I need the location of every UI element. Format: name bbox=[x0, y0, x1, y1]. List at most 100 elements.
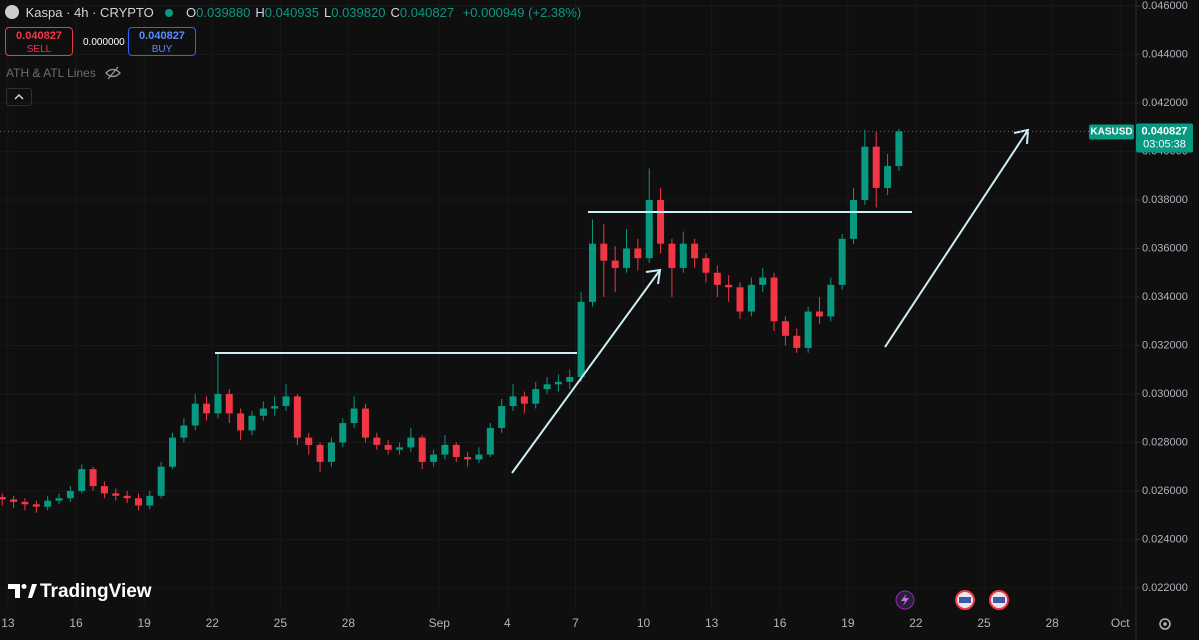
candle-body bbox=[169, 437, 177, 467]
x-tick-label: 19 bbox=[137, 616, 151, 630]
candle-body bbox=[112, 493, 120, 496]
x-tick-label: Oct bbox=[1111, 616, 1130, 630]
chevron[interactable] bbox=[14, 93, 24, 100]
ohlc-value: 0.040935 bbox=[264, 5, 319, 20]
event-icon bbox=[993, 597, 1005, 603]
tradingview-logo: TradingView bbox=[8, 581, 152, 602]
grid bbox=[0, 0, 1135, 610]
candle-body bbox=[532, 389, 540, 404]
candle-body bbox=[634, 248, 642, 259]
buy-label[interactable]: BUY bbox=[151, 44, 173, 55]
y-tick-label: 0.022000 bbox=[1142, 582, 1188, 594]
hide-icon[interactable] bbox=[105, 66, 122, 80]
candle-body bbox=[55, 498, 63, 501]
candle-body bbox=[679, 243, 687, 268]
candle-body bbox=[78, 469, 86, 491]
candle-body bbox=[441, 444, 449, 455]
price-tag-price: 0.040827 bbox=[1142, 125, 1188, 137]
candle-body bbox=[577, 301, 585, 378]
candle-body bbox=[237, 413, 245, 431]
x-tick-label: 13 bbox=[705, 616, 719, 630]
candle-body bbox=[827, 284, 835, 317]
x-tick-label: 28 bbox=[342, 616, 356, 630]
candle-body bbox=[100, 486, 108, 494]
ohlc-value: 0.040827 bbox=[399, 5, 455, 20]
ohlc: O0.039880 H0.040935 L0.039820 C0.040827 bbox=[181, 5, 454, 20]
hide-icon[interactable] bbox=[105, 66, 122, 80]
candle-body bbox=[861, 146, 869, 201]
candle-body bbox=[384, 444, 392, 450]
candle-body bbox=[430, 454, 438, 462]
x-tick-label: 7 bbox=[572, 616, 579, 630]
settings-icon[interactable] bbox=[1159, 618, 1171, 630]
candle-body bbox=[407, 437, 415, 448]
y-tick-label: 0.034000 bbox=[1142, 291, 1188, 303]
candle-body bbox=[225, 393, 233, 414]
candle-body bbox=[21, 501, 29, 505]
settings-icon[interactable] bbox=[1163, 622, 1167, 626]
y-tick-label: 0.032000 bbox=[1142, 339, 1188, 351]
buy-button[interactable]: 0.040827 BUY bbox=[128, 27, 196, 56]
drawings bbox=[215, 128, 1030, 474]
buy-price[interactable]: 0.040827 bbox=[139, 30, 185, 42]
y-tick-label: 0.044000 bbox=[1142, 48, 1188, 60]
candle-body bbox=[134, 498, 142, 506]
candle-body bbox=[691, 243, 699, 259]
y-tick-label: 0.046000 bbox=[1142, 0, 1188, 12]
logo-mark bbox=[28, 584, 37, 598]
ohlc-key: C bbox=[390, 5, 400, 20]
y-tick-label: 0.030000 bbox=[1142, 388, 1188, 400]
candle-body bbox=[418, 437, 426, 462]
logo-mark bbox=[8, 584, 20, 598]
ohlc-key: H bbox=[255, 5, 265, 20]
candle-body bbox=[373, 437, 381, 445]
candle-body bbox=[339, 423, 347, 443]
candle-body bbox=[350, 408, 358, 424]
candle-body bbox=[623, 248, 631, 268]
collapse-button[interactable] bbox=[6, 88, 32, 106]
candle-body bbox=[657, 200, 665, 244]
arrow bbox=[884, 128, 1030, 348]
indicator-name[interactable]: ATH & ATL Lines bbox=[6, 66, 96, 80]
candle-body bbox=[327, 442, 335, 462]
symbol-tag bbox=[1089, 124, 1134, 140]
candle-body bbox=[520, 396, 528, 404]
candle-body bbox=[793, 335, 801, 348]
candle-body bbox=[566, 377, 574, 382]
status-dot bbox=[165, 9, 174, 17]
price-tag-countdown: 03:05:38 bbox=[1143, 138, 1186, 150]
settings-icon[interactable] bbox=[1159, 618, 1171, 630]
candle-body bbox=[44, 500, 52, 507]
candle-body bbox=[747, 284, 755, 312]
legend: Kaspa · 4h · CRYPTO O0.039880 H0.040935 L0… bbox=[5, 5, 581, 20]
chevron[interactable] bbox=[14, 93, 24, 101]
candle-body bbox=[248, 415, 256, 431]
sell-button[interactable]: 0.040827 SELL bbox=[5, 27, 73, 56]
candle-body bbox=[452, 444, 460, 458]
sell-price[interactable]: 0.040827 bbox=[16, 30, 62, 42]
candle-body bbox=[464, 457, 472, 460]
arrow bbox=[511, 268, 662, 474]
y-tick-label: 0.028000 bbox=[1142, 436, 1188, 448]
candle-body bbox=[157, 466, 165, 496]
x-tick-label: 16 bbox=[773, 616, 787, 630]
spread: 0.000000 bbox=[83, 37, 125, 48]
candle-body bbox=[838, 238, 846, 285]
candle-body bbox=[191, 403, 199, 426]
x-tick-label: 22 bbox=[206, 616, 220, 630]
indicator[interactable]: ATH & ATL Lines bbox=[6, 66, 122, 80]
candle-body bbox=[146, 495, 154, 506]
symbol: Kaspa · 4h · CRYPTO bbox=[25, 5, 154, 20]
candle-body bbox=[725, 284, 733, 288]
x-tick-label: 19 bbox=[841, 616, 855, 630]
y-tick-label: 0.024000 bbox=[1142, 533, 1188, 545]
ohlc-key: O bbox=[186, 5, 197, 20]
candle-body bbox=[271, 406, 279, 409]
sell-label[interactable]: SELL bbox=[26, 44, 52, 55]
x-tick-label: Sep bbox=[429, 616, 451, 630]
symbol-icon bbox=[5, 5, 19, 19]
candle-body bbox=[214, 393, 222, 414]
